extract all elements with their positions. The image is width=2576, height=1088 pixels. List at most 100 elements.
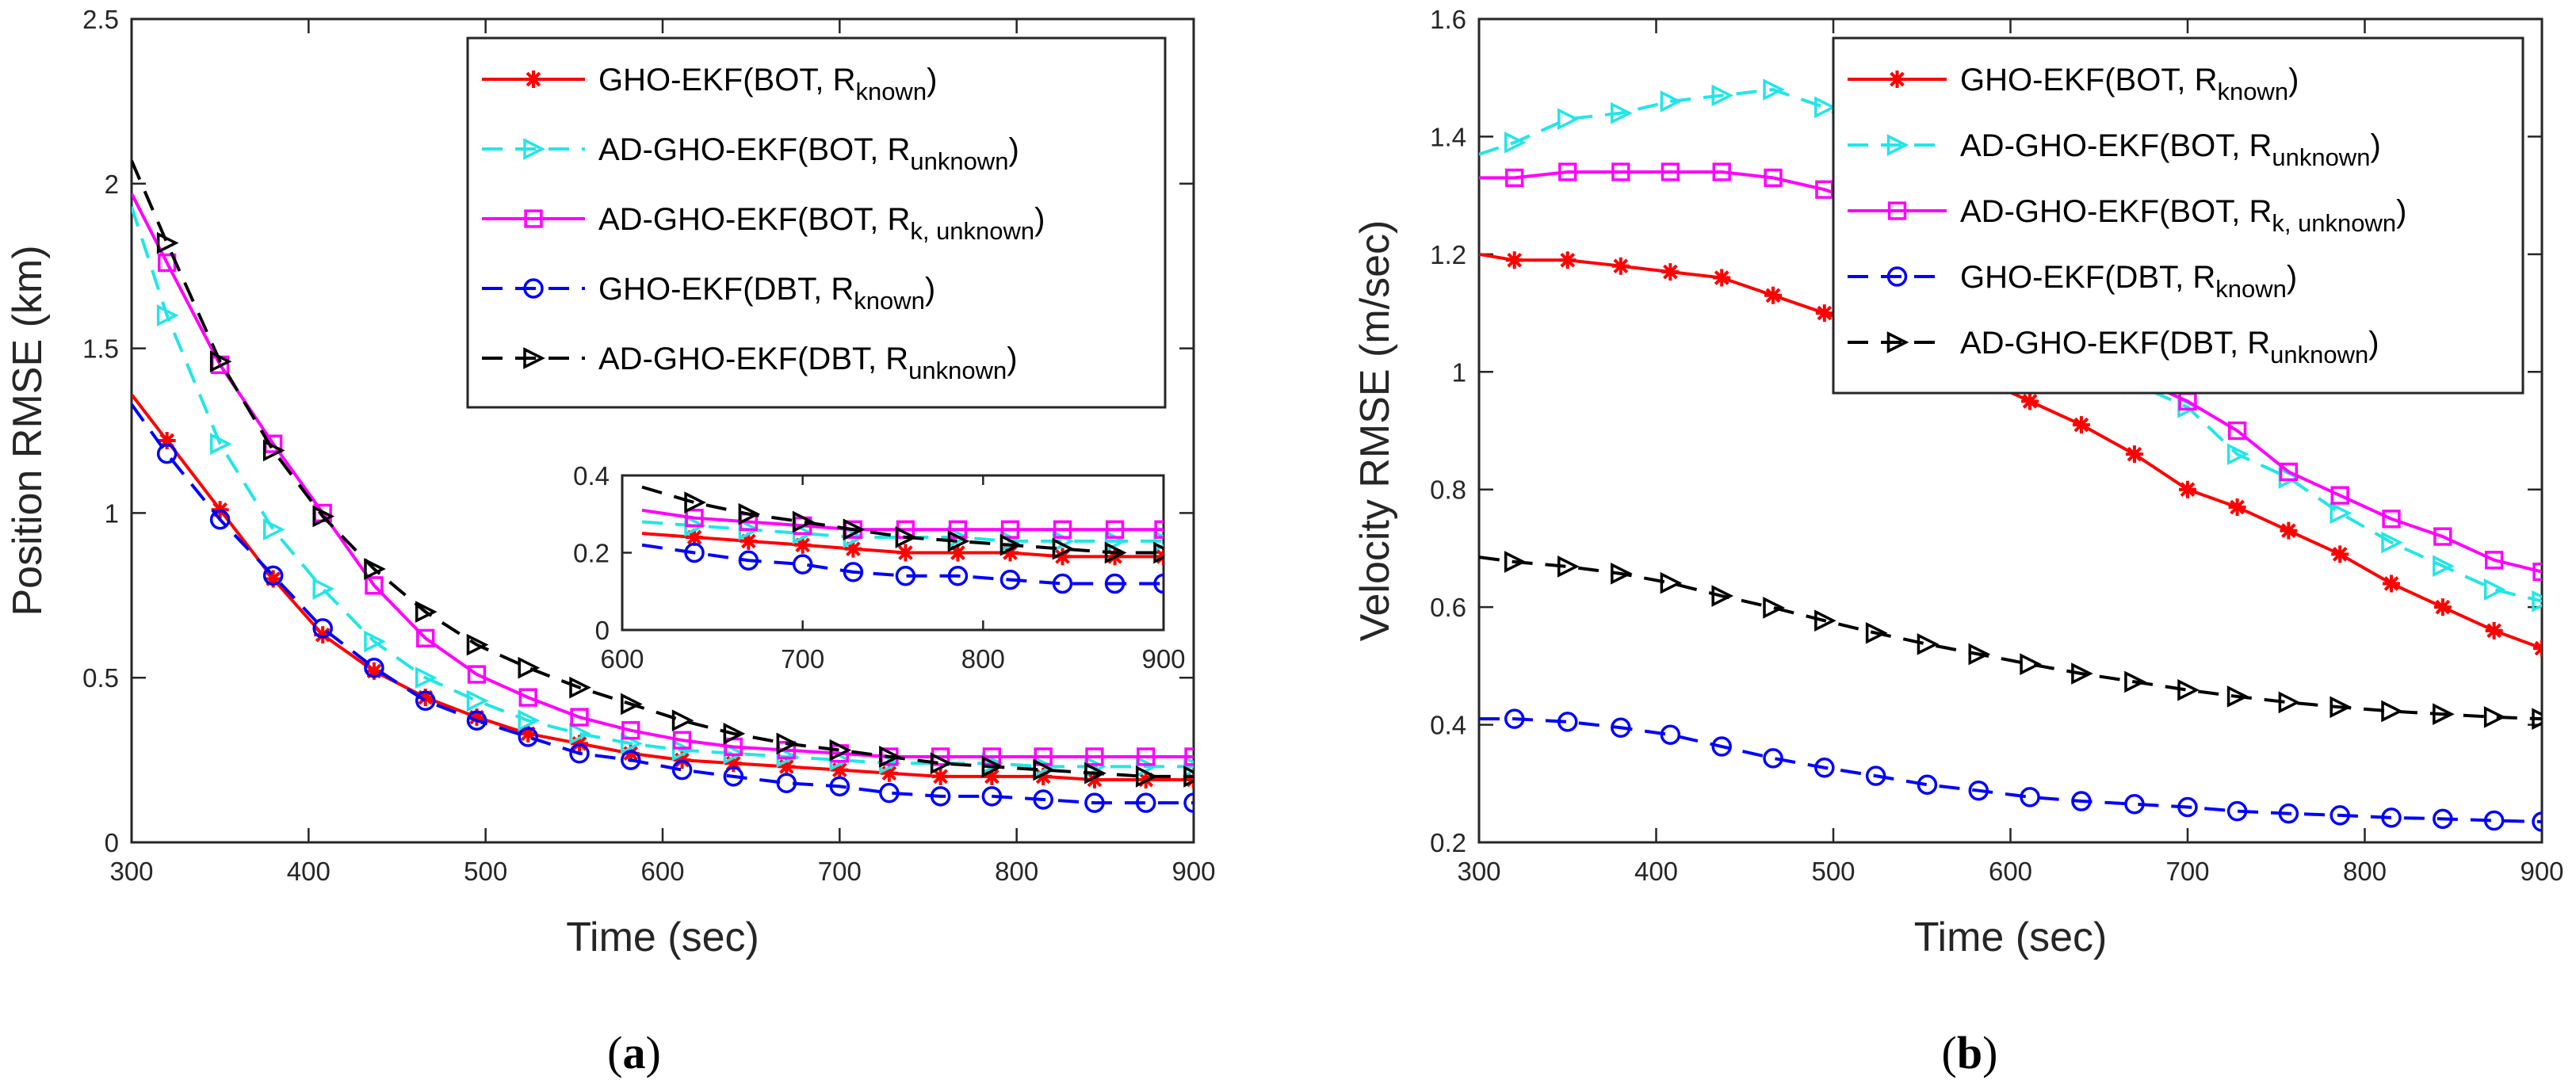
series-3-marker xyxy=(2485,551,2504,570)
series-5-marker xyxy=(2226,685,2249,708)
legend-text-main: AD-GHO-EKF(BOT, R xyxy=(1960,194,2272,229)
legend-marker-1 xyxy=(525,71,542,88)
series-4-marker xyxy=(1611,717,1631,739)
inset-series-3-marker xyxy=(685,508,704,528)
series-1-marker xyxy=(931,767,950,785)
legend-box xyxy=(466,36,1167,409)
series-5-marker xyxy=(1611,563,1633,585)
legend-entry-2: AD-GHO-EKF(BOT, Runknown) xyxy=(598,132,1019,175)
series-4-marker xyxy=(262,565,284,586)
legend-text-sub: unknown xyxy=(910,147,1008,175)
series-1-marker xyxy=(1713,269,1731,287)
inset-series-1-marker xyxy=(793,536,812,554)
legend-text-end: ) xyxy=(2368,326,2379,361)
series-1-marker xyxy=(264,570,282,588)
series-2-marker xyxy=(2381,531,2403,554)
inset-ytick-label: 0.2 xyxy=(573,539,610,568)
series-5-marker xyxy=(776,732,799,755)
legend: GHO-EKF(BOT, Rknown)AD-GHO-EKF(BOT, Runk… xyxy=(466,36,1167,409)
series-4-marker xyxy=(364,657,384,678)
series-4-marker xyxy=(1968,780,1989,801)
series-5-marker xyxy=(1711,585,1734,607)
series-4-marker xyxy=(1135,792,1156,813)
series-4-marker xyxy=(879,782,900,804)
series-5-marker xyxy=(1084,762,1106,785)
series-4-marker xyxy=(2020,787,2040,807)
series-3-marker xyxy=(2433,527,2452,546)
caption-letter: b xyxy=(1957,1027,1982,1078)
legend-text-sub: unknown xyxy=(908,357,1007,384)
series-3-marker xyxy=(672,731,692,750)
panel-caption: (b) xyxy=(1942,1027,1998,1078)
series-1-marker xyxy=(2383,575,2401,593)
series-4-marker xyxy=(2278,803,2299,824)
inset-xtick-label: 800 xyxy=(961,644,1005,674)
series-4-marker xyxy=(1660,724,1681,745)
inset-series-5-marker xyxy=(1153,541,1164,564)
series-1-marker xyxy=(2072,416,2090,434)
caption-letter: a xyxy=(623,1027,646,1078)
series-2-marker xyxy=(466,689,489,712)
panel-a-ytick-label: 1.5 xyxy=(82,334,119,364)
series-1-marker xyxy=(2021,392,2039,410)
series-4-marker xyxy=(2381,807,2402,828)
inset-series-1-marker xyxy=(844,540,862,558)
inset-series-4-line xyxy=(641,543,1164,586)
series-1-marker xyxy=(2331,545,2349,563)
series-3-marker xyxy=(1184,747,1194,766)
series-1-marker xyxy=(2485,621,2503,639)
series-4-marker xyxy=(1865,765,1886,786)
legend-text-sub: known xyxy=(2217,78,2288,105)
inset-series-4-marker xyxy=(792,554,813,575)
legend-text-main: GHO-EKF(DBT, R xyxy=(1960,260,2215,295)
series-4-marker xyxy=(2071,791,2092,811)
series-3-marker xyxy=(621,721,640,740)
inset-series-4-marker xyxy=(843,562,864,582)
series-1-marker xyxy=(158,431,176,449)
panel-b-xtick-label: 300 xyxy=(1457,857,1500,886)
legend-text-end: ) xyxy=(1034,202,1045,237)
series-5-marker xyxy=(829,739,852,762)
series-3-marker xyxy=(1558,162,1577,181)
x-axis-label: Time (sec) xyxy=(1914,914,2108,960)
panel-b-ytick-label: 1.2 xyxy=(1430,240,1466,269)
series-1-marker xyxy=(314,626,332,644)
inset-series-3-marker xyxy=(1105,520,1125,539)
legend-text-end: ) xyxy=(927,63,937,97)
series-2-marker xyxy=(312,578,335,600)
legend-marker-5 xyxy=(1886,331,1909,353)
legend-marker-2 xyxy=(523,138,545,160)
series-1-marker xyxy=(1661,263,1680,281)
inset-xtick-label: 700 xyxy=(781,644,824,674)
series-5-marker xyxy=(569,676,591,699)
series-2-marker xyxy=(364,630,386,653)
series-2-marker xyxy=(2329,502,2352,525)
series-2-marker xyxy=(2433,555,2455,578)
series-4-marker xyxy=(209,509,231,530)
series-1-marker xyxy=(1558,251,1577,269)
legend-text-main: GHO-EKF(DBT, R xyxy=(598,272,854,307)
series-3-marker xyxy=(2330,486,2349,505)
series-2-line xyxy=(132,206,1194,769)
series-4-marker xyxy=(1504,708,1525,729)
legend-marker-2 xyxy=(1886,134,1909,156)
panel-a-ytick-label: 0 xyxy=(105,828,119,857)
panel-b-ytick-label: 0.6 xyxy=(1430,593,1466,622)
series-5-marker xyxy=(2124,670,2146,693)
legend-text-end: ) xyxy=(1008,132,1019,167)
legend-text-sub: known xyxy=(2215,275,2287,303)
series-3-marker xyxy=(1505,168,1524,188)
series-3-marker xyxy=(1137,747,1156,766)
series-5-marker xyxy=(981,755,1004,778)
series-4-marker xyxy=(829,776,850,797)
series-2-marker xyxy=(262,518,285,541)
series-5-marker xyxy=(518,656,541,679)
series-1-marker xyxy=(1505,251,1523,269)
series-2-marker xyxy=(2226,443,2249,466)
chart-panel-a: 300 400 500 600 700 800 900 0 0.5 1 1.5 2 2.5 Time (s… xyxy=(5,5,1216,1078)
series-5-marker xyxy=(1763,597,1785,619)
series-3-marker xyxy=(2227,421,2247,441)
series-5-marker xyxy=(1968,643,1991,666)
series-5-marker xyxy=(1814,609,1836,632)
